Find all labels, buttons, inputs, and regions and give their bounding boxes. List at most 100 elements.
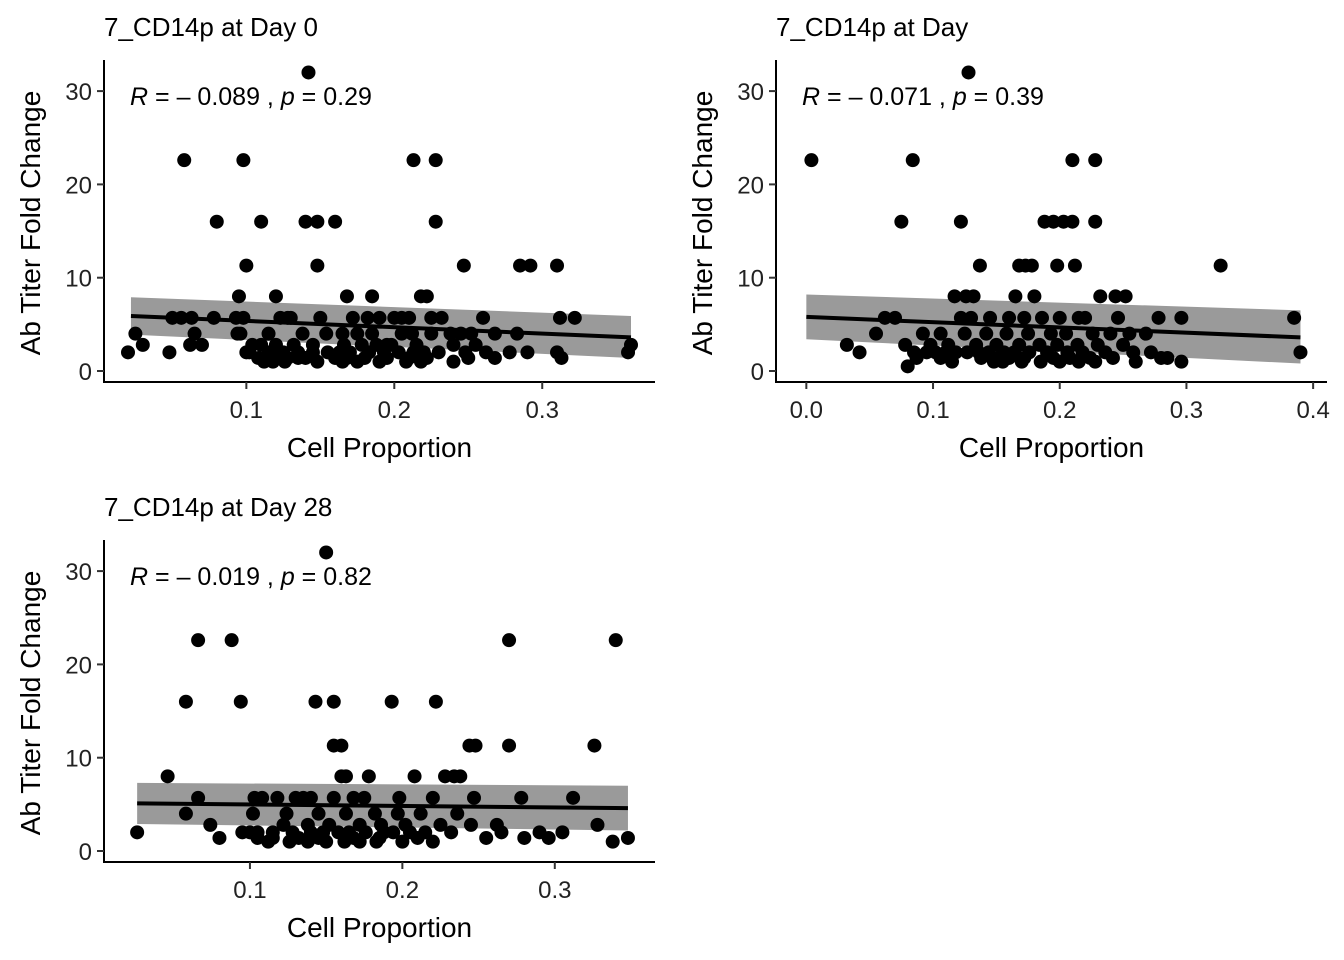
x-tick-label: 0.3 [538, 877, 571, 904]
data-points [804, 65, 1308, 374]
x-tick-label: 0.2 [386, 877, 419, 904]
data-point [121, 345, 135, 360]
data-point [494, 825, 509, 840]
x-tick-label: 0.3 [526, 397, 559, 424]
data-point [852, 345, 867, 360]
data-point [953, 214, 968, 229]
data-point [310, 354, 325, 369]
data-point [261, 326, 276, 341]
data-point [178, 806, 193, 821]
data-point [367, 806, 382, 821]
data-point [413, 354, 428, 369]
data-point [268, 289, 283, 304]
data-point [1287, 310, 1302, 325]
data-points [130, 545, 635, 849]
data-point [391, 345, 406, 360]
data-point [552, 310, 567, 325]
data-point [587, 738, 602, 753]
data-point [187, 326, 202, 341]
data-point [1002, 310, 1017, 325]
data-point [279, 806, 294, 821]
data-point [502, 345, 517, 360]
y-tick-label: 10 [737, 266, 764, 293]
correlation-label: R = – 0.089 , p = 0.29 [130, 83, 372, 111]
data-point [446, 354, 461, 369]
data-point [995, 354, 1010, 369]
y-tick-label: 20 [65, 652, 92, 679]
data-point [1088, 354, 1103, 369]
data-point [386, 825, 401, 840]
data-point [384, 694, 399, 709]
data-point [608, 633, 623, 648]
data-point [191, 633, 206, 648]
y-tick-label: 20 [737, 172, 764, 199]
data-point [406, 153, 421, 168]
data-point [369, 834, 384, 849]
data-point [453, 769, 468, 784]
data-point [352, 834, 367, 849]
data-point [177, 153, 192, 168]
data-point [966, 289, 981, 304]
correlation-label: R = – 0.019 , p = 0.82 [130, 563, 372, 591]
data-point [456, 258, 471, 273]
data-point [1160, 350, 1175, 365]
data-point [298, 214, 313, 229]
data-point [1078, 310, 1093, 325]
x-tick-label: 0.1 [233, 877, 266, 904]
data-point [804, 153, 819, 168]
data-point [319, 326, 334, 341]
chart-panel-2: 7_CD14p at Day 0 10 20 30 0.0 0.1 0.2 0.3 0.4 Cell… [687, 12, 1330, 463]
data-point [357, 790, 372, 805]
data-point [1128, 354, 1143, 369]
data-point [270, 790, 285, 805]
data-point [360, 310, 375, 325]
panel-title: 7_CD14p at Day [776, 12, 968, 42]
data-point [1088, 214, 1103, 229]
data-point [372, 310, 387, 325]
regression-line [806, 314, 1301, 340]
data-point [239, 258, 254, 273]
data-point [1138, 326, 1153, 341]
data-point [265, 354, 280, 369]
data-point [957, 326, 972, 341]
data-point [254, 214, 269, 229]
data-point [428, 153, 443, 168]
data-point [947, 289, 962, 304]
chart-panel-1: 7_CD14p at Day 0 0 10 20 30 0.1 0.2 0.3 Cell Pro… [15, 12, 655, 463]
data-point [450, 806, 465, 821]
data-point [419, 289, 434, 304]
data-point [191, 790, 206, 805]
x-tick-label: 0.1 [230, 397, 263, 424]
data-point [310, 214, 325, 229]
data-point [513, 258, 528, 273]
data-point [203, 817, 218, 832]
data-point [128, 326, 143, 341]
data-point [555, 825, 570, 840]
data-point [183, 337, 198, 352]
data-point [590, 817, 605, 832]
data-point [1052, 310, 1067, 325]
data-point [514, 790, 529, 805]
data-point [1059, 326, 1074, 341]
data-point [334, 738, 349, 753]
data-point [361, 769, 376, 784]
regression-line [137, 801, 628, 811]
data-point [915, 326, 930, 341]
data-point [605, 834, 620, 849]
data-point [905, 153, 920, 168]
y-axis-title: Ab Titer Fold Change [687, 91, 718, 356]
data-point [338, 769, 353, 784]
data-point [365, 326, 380, 341]
data-point [1293, 345, 1308, 360]
data-point [250, 830, 265, 845]
data-point [479, 830, 494, 845]
data-point [566, 790, 581, 805]
data-point [1021, 326, 1036, 341]
data-point [1151, 310, 1166, 325]
data-point [339, 289, 354, 304]
data-point [372, 354, 387, 369]
data-point [520, 345, 535, 360]
y-tick-label: 30 [737, 79, 764, 106]
data-point [428, 214, 443, 229]
